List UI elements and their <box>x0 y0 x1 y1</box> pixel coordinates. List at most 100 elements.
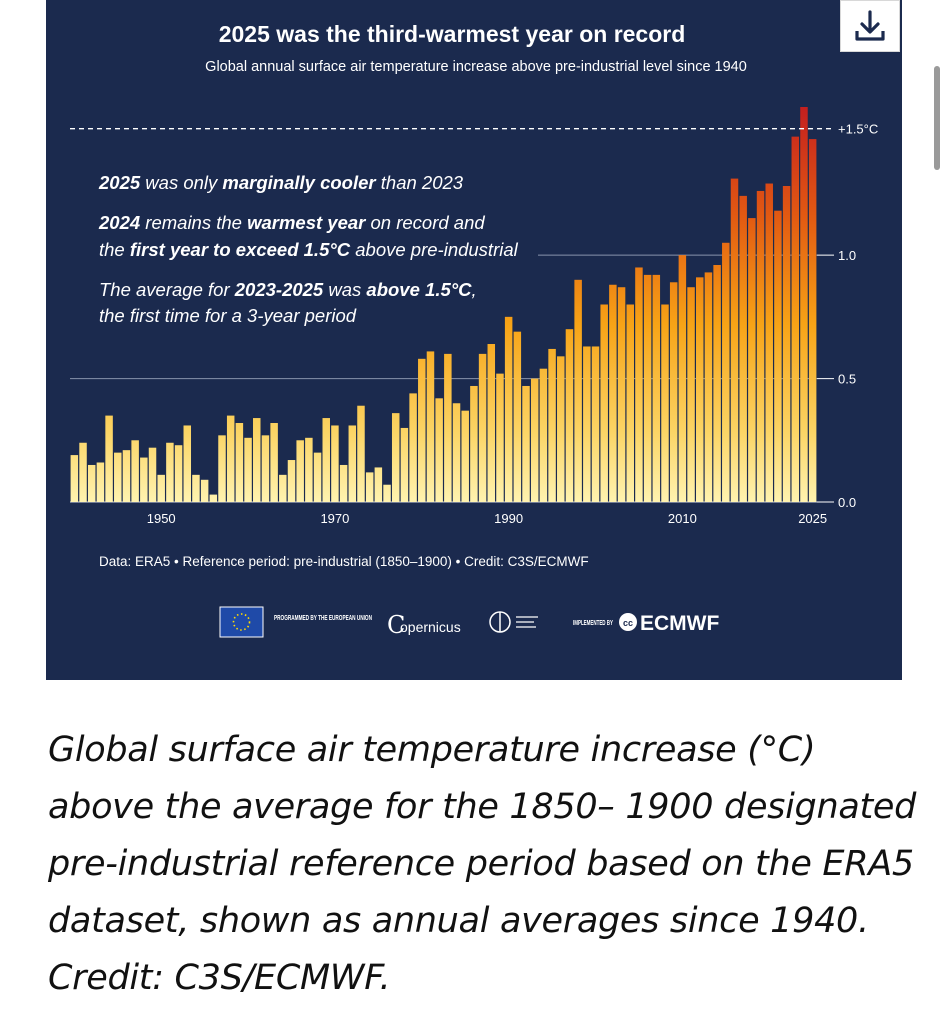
annotation-segment: marginally cooler <box>222 172 377 193</box>
annotation-line: The average for 2023-2025 was above 1.5°… <box>99 279 477 300</box>
bar-2010 <box>678 255 687 503</box>
x-tick-label: 1990 <box>494 511 523 526</box>
annotation-segment: warmest year <box>247 212 367 233</box>
annotation-segment: 2024 <box>98 212 140 233</box>
bar-1946 <box>122 450 131 502</box>
bar-1961 <box>253 418 261 502</box>
bar-2012 <box>696 277 704 502</box>
bar-1944 <box>105 415 113 502</box>
y-axis-ticks: 0.0 0.5 1.0 <box>817 248 856 510</box>
bar-1998 <box>574 279 582 502</box>
bar-1997 <box>565 329 574 502</box>
chart-title: 2025 was the third-warmest year on recor… <box>219 21 686 47</box>
reference-line-label: +1.5°C <box>838 122 878 137</box>
scrollbar[interactable] <box>934 66 940 170</box>
annotation-segment: was only <box>140 172 222 193</box>
bar-1976 <box>383 484 391 502</box>
bar-1971 <box>339 464 348 502</box>
bar-1973 <box>357 405 365 502</box>
bar-2017 <box>739 195 747 502</box>
bar-1967 <box>305 437 313 502</box>
bar-2002 <box>609 284 617 502</box>
chart-figure: 2025 was the third-warmest year on recor… <box>70 21 878 639</box>
annotation-line: the first time for a 3-year period <box>99 305 357 326</box>
copernicus-logo-initial: C <box>387 611 405 639</box>
copernicus-logo-text: opernicus <box>400 619 461 635</box>
bar-1949 <box>148 447 157 502</box>
bar-1951 <box>166 442 174 502</box>
annotation-segment: The average for <box>99 279 235 300</box>
annotations: 2025 was only marginally cooler than 202… <box>98 172 519 326</box>
bar-2003 <box>617 287 626 502</box>
bar-1963 <box>270 423 278 502</box>
copernicus-logo: C opernicus <box>387 611 461 639</box>
bar-2024 <box>800 107 808 502</box>
x-tick-label: 2025 <box>798 511 827 526</box>
bar-1979 <box>409 393 417 503</box>
bar-1995 <box>548 348 556 502</box>
c3s-logo <box>489 611 538 633</box>
annotation-segment: first year to exceed 1.5°C <box>130 239 351 260</box>
bar-1969 <box>322 418 330 502</box>
annotation-segment: 2023-2025 <box>234 279 324 300</box>
bar-2015 <box>722 242 730 502</box>
bar-1994 <box>539 368 548 502</box>
bar-2004 <box>626 304 634 502</box>
bar-2011 <box>687 287 695 502</box>
annotation-segment: was <box>323 279 366 300</box>
bar-2005 <box>635 267 643 502</box>
annotation-line: the first year to exceed 1.5°C above pre… <box>99 239 519 260</box>
bar-1989 <box>496 373 504 503</box>
bar-1947 <box>131 440 139 502</box>
bar-2007 <box>652 274 661 503</box>
bar-1988 <box>487 344 496 502</box>
bar-1941 <box>79 442 87 502</box>
x-axis-ticks: 1950 1970 1990 2010 2025 <box>147 511 827 526</box>
ecmwf-logo: cc ECMWF <box>619 612 719 635</box>
annotation-line: 2025 was only marginally cooler than 202… <box>98 172 464 193</box>
download-button[interactable] <box>840 0 900 52</box>
x-tick-label: 1950 <box>147 511 176 526</box>
bar-2023 <box>791 136 800 503</box>
bar-1992 <box>522 385 530 502</box>
bar-1980 <box>418 358 426 502</box>
bar-1953 <box>183 425 192 502</box>
bar-1948 <box>140 457 148 502</box>
bar-2013 <box>704 272 713 502</box>
bar-1999 <box>583 346 591 502</box>
bar-1942 <box>87 464 96 502</box>
bar-1955 <box>200 479 209 502</box>
annotation-segment: , <box>472 279 477 300</box>
chart-card: 2025 was the third-warmest year on recor… <box>46 0 902 680</box>
eu-logo <box>219 606 264 638</box>
bar-2008 <box>661 304 669 502</box>
bar-1968 <box>313 452 322 503</box>
chart-subtitle: Global annual surface air temperature in… <box>205 59 747 75</box>
bar-1993 <box>530 378 539 502</box>
bar-1965 <box>287 460 296 502</box>
bar-1960 <box>244 437 252 502</box>
annotation-line: 2024 remains the warmest year on record … <box>98 212 485 233</box>
bar-1958 <box>226 415 235 502</box>
bar-1940 <box>70 455 79 502</box>
bar-1956 <box>209 494 218 502</box>
y-tick-label: 0.0 <box>838 495 856 510</box>
bar-1991 <box>513 331 522 502</box>
bar-2019 <box>756 190 765 502</box>
bar-1981 <box>426 351 435 502</box>
bar-1978 <box>400 427 409 502</box>
bar-1974 <box>365 472 374 503</box>
bar-2018 <box>748 218 756 502</box>
bar-1984 <box>452 403 461 502</box>
bar-1987 <box>478 353 487 503</box>
annotation-segment: above pre-industrial <box>350 239 519 260</box>
download-icon <box>855 10 885 41</box>
bar-2000 <box>591 346 600 502</box>
bar-1977 <box>391 413 400 503</box>
bar-2009 <box>669 282 678 502</box>
bar-1972 <box>348 425 357 502</box>
bar-1952 <box>174 445 183 502</box>
bar-2014 <box>713 265 721 502</box>
x-tick-label: 1970 <box>320 511 349 526</box>
bar-1996 <box>557 356 565 502</box>
